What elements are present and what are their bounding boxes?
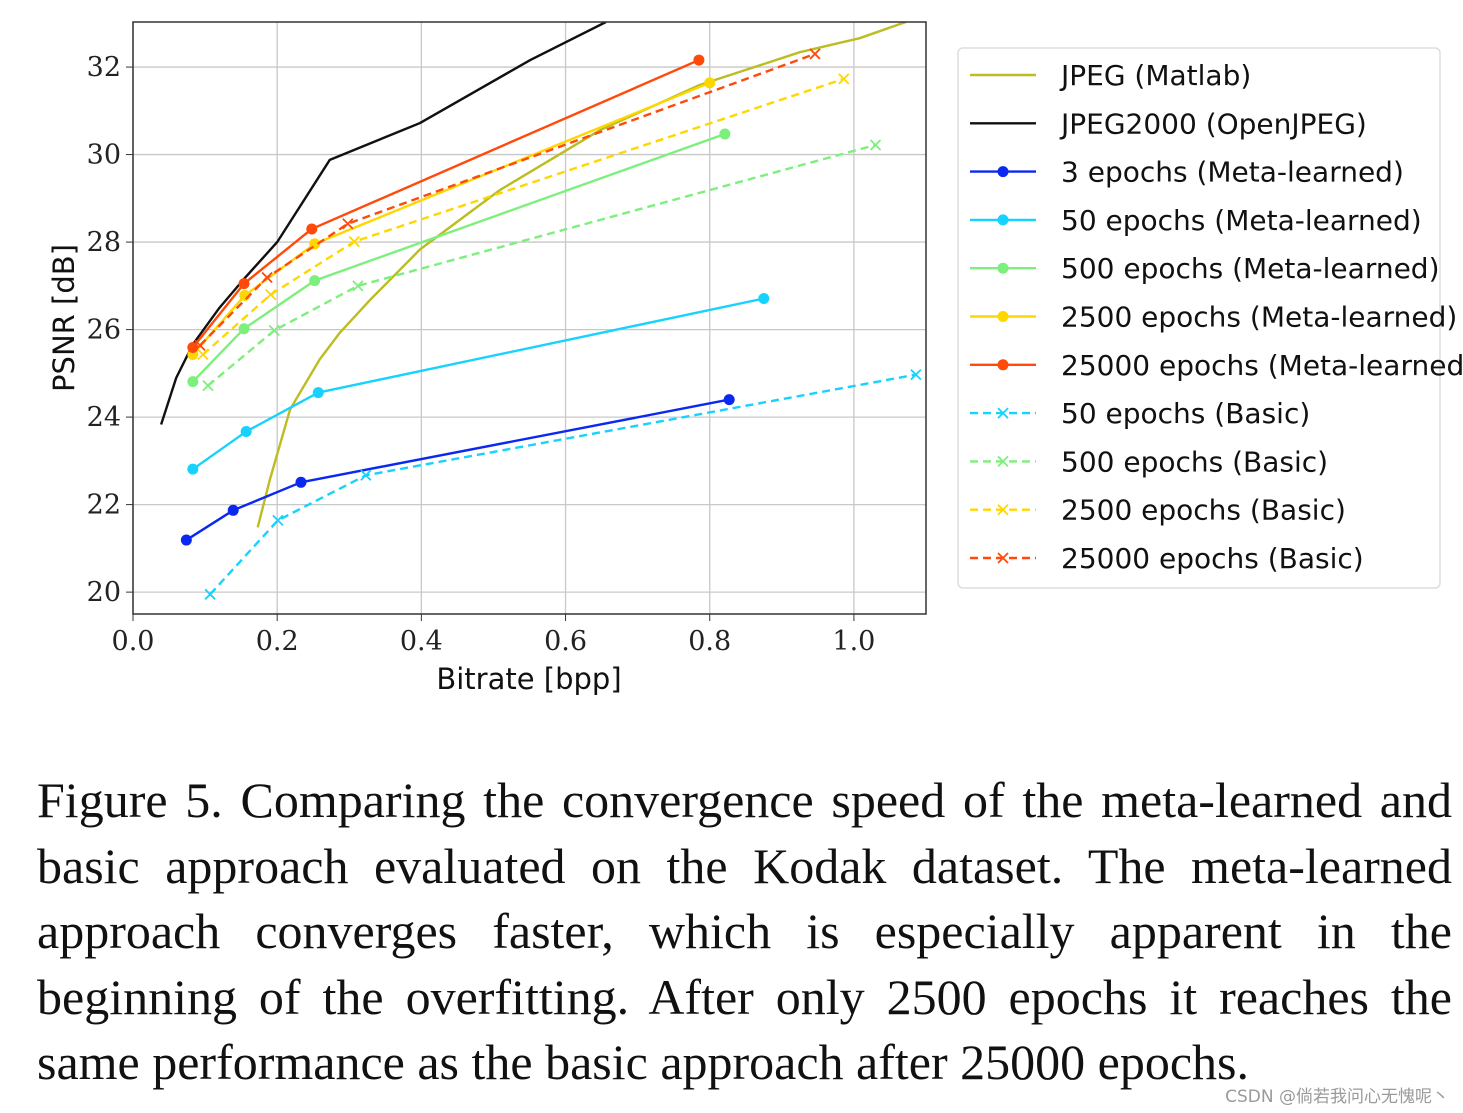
point-500-epochs-meta-learned xyxy=(238,323,250,335)
legend-label-2500-epochs-basic: 2500 epochs (Basic) xyxy=(1061,494,1346,527)
legend-marker-25000-epochs-meta-learned xyxy=(997,359,1009,371)
point-25000-epochs-basic xyxy=(261,271,273,284)
point-50-epochs-basic xyxy=(910,369,922,381)
series-50-epochs-basic xyxy=(204,369,922,600)
y-tick-label: 28 xyxy=(87,227,121,258)
legend-marker-2500-epochs-basic xyxy=(997,504,1009,516)
y-tick-label: 24 xyxy=(87,402,121,433)
line-25000-epochs-basic xyxy=(199,52,816,347)
psnr-bitrate-chart: 0.0 0.2 0.4 0.6 0.8 1.0 20 22 24 26 28 30 32 Bitrate… xyxy=(47,21,1463,696)
point-500-epochs-basic xyxy=(869,139,882,151)
line-2500-epochs-basic xyxy=(202,77,845,356)
series-25000-epochs-meta-learned xyxy=(187,54,705,354)
y-tick-label: 32 xyxy=(87,52,121,83)
point-3-epochs-meta-learned xyxy=(227,504,239,516)
series-group xyxy=(159,22,922,600)
point-2500-epochs-basic xyxy=(197,348,209,361)
point-500-epochs-basic xyxy=(268,324,280,337)
y-tick-label: 20 xyxy=(87,577,121,608)
point-500-epochs-basic xyxy=(202,379,214,392)
series-jpeg-matlab xyxy=(256,22,907,528)
line-jpeg-matlab xyxy=(256,22,907,528)
line-jpeg2000-openjpeg xyxy=(159,22,607,425)
watermark: CSDN @倘若我问心无愧呢丶 xyxy=(1225,1087,1449,1107)
grid xyxy=(126,22,926,621)
point-3-epochs-meta-learned xyxy=(180,534,192,546)
line-500-epochs-basic xyxy=(207,143,876,387)
point-50-epochs-basic xyxy=(272,514,284,527)
legend-marker-25000-epochs-basic xyxy=(997,552,1009,564)
legend-marker-3-epochs-meta-learned xyxy=(997,166,1009,178)
point-50-epochs-basic xyxy=(360,469,372,481)
point-25000-epochs-meta-learned xyxy=(306,223,318,235)
line-50-epochs-meta-learned xyxy=(192,297,765,471)
point-50-epochs-meta-learned xyxy=(312,387,324,399)
x-tick-label: 0.8 xyxy=(688,626,731,657)
point-50-epochs-basic xyxy=(204,588,216,600)
point-2500-epochs-basic xyxy=(265,288,277,301)
point-25000-epochs-meta-learned xyxy=(238,278,250,290)
x-tick-label: 1.0 xyxy=(832,626,875,657)
x-axis-label: Bitrate [bpp] xyxy=(436,662,621,696)
y-tick-label: 22 xyxy=(87,490,121,521)
series-50-epochs-meta-learned xyxy=(187,293,770,475)
tick-labels: 0.0 0.2 0.4 0.6 0.8 1.0 20 22 24 26 28 30 32 xyxy=(87,52,876,657)
series-500-epochs-basic xyxy=(202,139,882,392)
point-3-epochs-meta-learned xyxy=(295,476,307,488)
point-25000-epochs-meta-learned xyxy=(693,54,705,66)
series-3-epochs-meta-learned xyxy=(180,394,735,546)
y-tick-label: 30 xyxy=(87,140,121,171)
x-tick-label: 0.2 xyxy=(256,626,299,657)
point-2500-epochs-meta-learned xyxy=(704,77,716,89)
plot-frame xyxy=(132,21,927,615)
figure-caption: Figure 5. Comparing the convergence spee… xyxy=(37,772,1452,1090)
legend-label-25000-epochs-meta-learned: 25000 epochs (Meta-learned) xyxy=(1061,349,1463,382)
y-tick-label: 26 xyxy=(87,315,121,346)
line-500-epochs-meta-learned xyxy=(191,132,726,383)
line-25000-epochs-meta-learned xyxy=(191,58,700,349)
series-25000-epochs-basic xyxy=(194,48,821,351)
legend xyxy=(957,47,1441,589)
legend-marker-500-epochs-basic xyxy=(997,455,1009,468)
line-2500-epochs-meta-learned xyxy=(191,81,711,356)
series-jpeg2000-openjpeg xyxy=(159,22,607,425)
point-2500-epochs-basic xyxy=(348,236,360,248)
line-50-epochs-basic xyxy=(209,373,917,596)
point-500-epochs-meta-learned xyxy=(187,376,199,388)
x-tick-label: 0.0 xyxy=(112,626,155,657)
line-3-epochs-meta-learned xyxy=(185,398,730,542)
point-50-epochs-meta-learned xyxy=(240,426,252,438)
point-25000-epochs-basic xyxy=(194,339,206,351)
legend-marker-50-epochs-meta-learned xyxy=(997,214,1009,226)
legend-label-jpeg-matlab: JPEG (Matlab) xyxy=(1059,59,1251,92)
x-tick-label: 0.6 xyxy=(544,626,587,657)
series-500-epochs-meta-learned xyxy=(187,128,731,388)
legend-marker-500-epochs-meta-learned xyxy=(997,262,1009,274)
point-50-epochs-meta-learned xyxy=(758,293,770,305)
point-500-epochs-basic xyxy=(352,280,364,292)
legend-label-500-epochs-meta-learned: 500 epochs (Meta-learned) xyxy=(1061,252,1440,285)
point-25000-epochs-basic xyxy=(342,218,354,230)
point-500-epochs-meta-learned xyxy=(309,275,321,287)
point-500-epochs-meta-learned xyxy=(719,128,731,140)
x-tick-label: 0.4 xyxy=(400,626,443,657)
legend-label-500-epochs-basic: 500 epochs (Basic) xyxy=(1061,445,1328,478)
legend-entries: JPEG (Matlab) JPEG2000 (OpenJPEG) 3 epochs… xyxy=(970,59,1463,575)
point-25000-epochs-basic xyxy=(809,48,821,60)
series-2500-epochs-basic xyxy=(197,73,850,361)
legend-marker-50-epochs-basic xyxy=(997,407,1009,419)
point-50-epochs-meta-learned xyxy=(187,463,199,475)
legend-label-2500-epochs-meta-learned: 2500 epochs (Meta-learned) xyxy=(1061,301,1457,334)
legend-label-3-epochs-meta-learned: 3 epochs (Meta-learned) xyxy=(1061,156,1404,189)
legend-label-25000-epochs-basic: 25000 epochs (Basic) xyxy=(1061,542,1364,575)
point-2500-epochs-basic xyxy=(838,73,850,85)
legend-label-50-epochs-meta-learned: 50 epochs (Meta-learned) xyxy=(1061,204,1422,237)
y-axis-label: PSNR [dB] xyxy=(47,244,81,392)
point-3-epochs-meta-learned xyxy=(723,394,735,406)
legend-marker-2500-epochs-meta-learned xyxy=(997,311,1009,322)
legend-label-50-epochs-basic: 50 epochs (Basic) xyxy=(1061,397,1310,430)
legend-label-jpeg2000-openjpeg: JPEG2000 (OpenJPEG) xyxy=(1059,107,1367,140)
